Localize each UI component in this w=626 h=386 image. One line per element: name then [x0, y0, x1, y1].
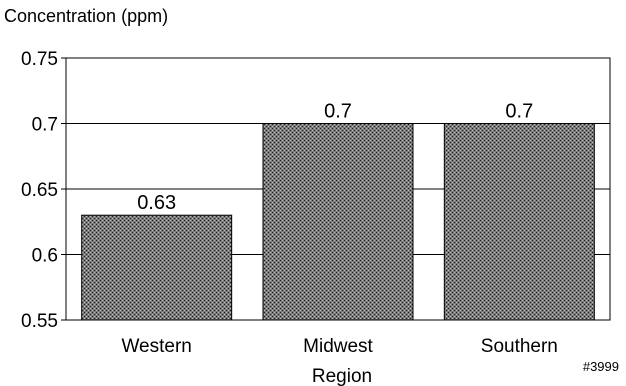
figure-id: #3999: [583, 359, 619, 374]
data-label: 0.63: [137, 192, 176, 214]
y-tick-label: 0.7: [32, 115, 58, 136]
x-tick-label: Southern: [481, 336, 558, 357]
bar: [443, 123, 595, 321]
bar: [81, 214, 233, 321]
x-axis-ticks: Western Midwest Southern: [121, 336, 557, 357]
x-axis-label: Region: [312, 366, 372, 386]
bar: [262, 123, 414, 321]
x-tick-label: Midwest: [303, 336, 373, 357]
data-label: 0.7: [505, 101, 533, 123]
data-label: 0.7: [324, 101, 352, 123]
y-tick-label: 0.6: [32, 246, 58, 267]
x-tick-label: Western: [121, 336, 191, 357]
y-tick-label: 0.65: [21, 180, 58, 201]
y-tick-label: 0.75: [21, 49, 58, 70]
bars: 0.63 0.7 0.7: [81, 101, 595, 321]
y-axis-label: Concentration (ppm): [4, 6, 168, 26]
y-tick-label: 0.55: [21, 311, 58, 332]
y-axis-ticks: 0.55 0.6 0.65 0.7 0.75: [21, 49, 66, 332]
